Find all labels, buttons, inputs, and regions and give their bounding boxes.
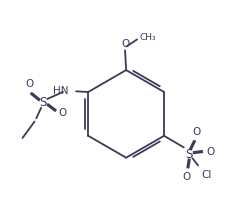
- Text: HN: HN: [53, 86, 68, 96]
- Text: O: O: [25, 79, 33, 89]
- Text: O: O: [205, 147, 214, 157]
- Text: Cl: Cl: [200, 170, 211, 180]
- Text: S: S: [39, 96, 47, 110]
- Text: O: O: [120, 39, 129, 49]
- Text: S: S: [185, 148, 192, 161]
- Text: O: O: [182, 172, 190, 182]
- Text: CH₃: CH₃: [139, 33, 155, 42]
- Text: O: O: [58, 108, 67, 118]
- Text: O: O: [191, 127, 200, 137]
